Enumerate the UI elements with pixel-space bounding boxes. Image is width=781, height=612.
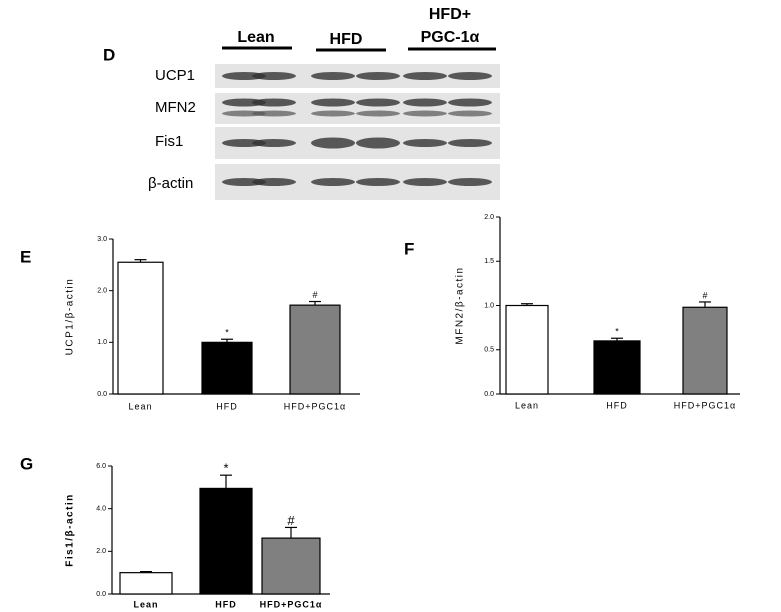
- bar: [199, 487, 253, 595]
- bar: [117, 261, 164, 395]
- x-tick-label: Lean: [128, 401, 152, 411]
- blot-band: [448, 98, 492, 107]
- y-tick-label: 0.5: [484, 347, 494, 354]
- y-axis-label: UCP1/β-actin: [65, 278, 76, 356]
- y-axis-label: Fis1/β-actin: [65, 493, 76, 567]
- blot-band: [403, 178, 447, 186]
- blot-row-label: Fis1: [155, 133, 183, 150]
- group-label: HFD+: [429, 6, 471, 23]
- significance-marker: *: [615, 327, 619, 337]
- panel-letter: G: [20, 454, 33, 473]
- bar: [505, 304, 549, 395]
- y-tick-label: 4.0: [96, 506, 106, 513]
- bar: [201, 341, 253, 395]
- blot-row-label: MFN2: [155, 99, 196, 116]
- panel-letter: E: [20, 247, 31, 266]
- blot-band: [311, 178, 355, 186]
- bar: [289, 304, 341, 395]
- blot-band: [252, 110, 296, 117]
- blot-band: [403, 110, 447, 117]
- significance-marker: *: [225, 328, 229, 338]
- y-tick-label: 0.0: [97, 391, 107, 398]
- y-axis-label: MFN2/β-actin: [455, 266, 466, 344]
- y-tick-label: 1.5: [484, 258, 494, 265]
- significance-marker: #: [702, 290, 707, 300]
- y-tick-label: 2.0: [97, 288, 107, 295]
- significance-marker: *: [223, 461, 228, 476]
- blot-band: [356, 72, 400, 80]
- blot-band: [311, 110, 355, 117]
- x-tick-label: Lean: [515, 400, 539, 410]
- blot-band: [311, 137, 355, 149]
- bar: [119, 572, 173, 595]
- blot-band: [403, 72, 447, 80]
- blot-band: [311, 72, 355, 80]
- y-tick-label: 6.0: [96, 463, 106, 470]
- blot-band: [356, 178, 400, 186]
- x-tick-label: HFD: [216, 401, 238, 411]
- x-tick-label: Lean: [133, 599, 158, 609]
- significance-marker: #: [312, 290, 317, 300]
- panel-letter: F: [404, 239, 414, 258]
- y-tick-label: 3.0: [97, 236, 107, 243]
- blot-row-label: UCP1: [155, 67, 195, 84]
- blot-band: [356, 98, 400, 107]
- blot-band: [448, 72, 492, 80]
- y-tick-label: 2.0: [96, 548, 106, 555]
- blot-band: [448, 178, 492, 186]
- panel-letter: D: [103, 45, 115, 64]
- y-tick-label: 0.0: [96, 591, 106, 598]
- x-tick-label: HFD+PGC1α: [260, 599, 323, 609]
- blot-row-label: β-actin: [148, 175, 193, 192]
- y-tick-label: 2.0: [484, 214, 494, 221]
- blot-band: [356, 137, 400, 149]
- y-tick-label: 0.0: [484, 391, 494, 398]
- x-tick-label: HFD: [606, 400, 628, 410]
- x-tick-label: HFD+PGC1α: [674, 400, 736, 410]
- blot-band: [252, 72, 296, 80]
- blot-band: [252, 98, 296, 107]
- bar: [593, 340, 641, 395]
- group-label: HFD: [330, 31, 363, 48]
- significance-marker: #: [287, 513, 295, 528]
- blot-strip: [215, 93, 500, 124]
- blot-band: [252, 178, 296, 186]
- x-tick-label: HFD: [215, 599, 237, 609]
- blot-band: [403, 139, 447, 147]
- blot-band: [403, 98, 447, 107]
- blot-band: [356, 110, 400, 117]
- group-label: PGC-1α: [421, 29, 480, 46]
- y-tick-label: 1.0: [484, 302, 494, 309]
- y-tick-label: 1.0: [97, 339, 107, 346]
- blot-band: [311, 98, 355, 107]
- bar: [682, 306, 728, 395]
- bar: [261, 537, 321, 595]
- x-tick-label: HFD+PGC1α: [284, 401, 346, 411]
- blot-band: [448, 139, 492, 147]
- blot-band: [448, 110, 492, 117]
- group-label: Lean: [237, 29, 274, 46]
- blot-band: [252, 139, 296, 147]
